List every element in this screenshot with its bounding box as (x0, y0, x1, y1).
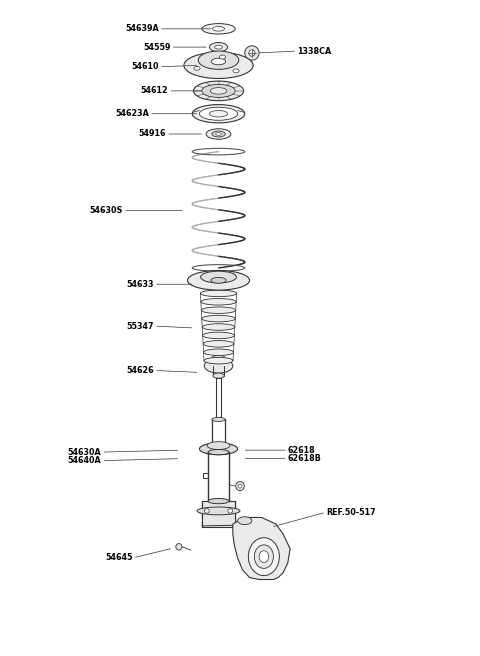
Text: 62618B: 62618B (288, 454, 322, 463)
Ellipse shape (204, 508, 209, 513)
Ellipse shape (201, 298, 236, 305)
Ellipse shape (259, 551, 269, 562)
Ellipse shape (197, 507, 240, 515)
Ellipse shape (208, 449, 229, 455)
Text: 54630S: 54630S (90, 206, 123, 215)
Text: 62618: 62618 (288, 445, 315, 455)
Ellipse shape (212, 356, 225, 361)
Ellipse shape (212, 417, 225, 421)
Text: 55347: 55347 (127, 321, 154, 331)
Text: 54645: 54645 (105, 554, 132, 562)
Text: 54916: 54916 (139, 129, 166, 138)
Ellipse shape (202, 24, 235, 34)
Ellipse shape (204, 358, 233, 364)
Ellipse shape (236, 482, 244, 491)
Text: 54633: 54633 (127, 279, 154, 289)
Ellipse shape (200, 290, 237, 297)
Ellipse shape (211, 58, 226, 65)
Text: 54640A: 54640A (68, 456, 102, 465)
Ellipse shape (201, 271, 237, 283)
Ellipse shape (198, 51, 239, 70)
Text: 54559: 54559 (144, 43, 171, 52)
Ellipse shape (201, 307, 236, 314)
Ellipse shape (249, 50, 255, 56)
Ellipse shape (194, 66, 200, 70)
Ellipse shape (184, 52, 253, 79)
Ellipse shape (238, 484, 242, 488)
Text: 54623A: 54623A (116, 110, 149, 118)
Ellipse shape (210, 88, 227, 94)
Ellipse shape (192, 104, 245, 123)
Polygon shape (202, 501, 235, 527)
Ellipse shape (176, 544, 182, 550)
Ellipse shape (245, 46, 259, 60)
Ellipse shape (204, 359, 233, 373)
Ellipse shape (202, 316, 235, 322)
Ellipse shape (213, 26, 225, 31)
Ellipse shape (238, 517, 252, 525)
Ellipse shape (213, 373, 224, 379)
Ellipse shape (216, 133, 221, 135)
Text: 54639A: 54639A (125, 24, 159, 33)
Text: 1338CA: 1338CA (297, 47, 332, 56)
Ellipse shape (209, 110, 228, 117)
Ellipse shape (207, 441, 230, 449)
Ellipse shape (199, 107, 238, 120)
Text: 54612: 54612 (141, 87, 168, 95)
Polygon shape (233, 518, 290, 579)
Ellipse shape (202, 324, 235, 330)
Ellipse shape (208, 499, 229, 504)
Ellipse shape (203, 332, 234, 338)
Ellipse shape (215, 45, 222, 49)
Ellipse shape (203, 340, 234, 347)
Ellipse shape (212, 131, 225, 137)
Ellipse shape (202, 85, 235, 97)
Text: 54630A: 54630A (68, 447, 102, 457)
Ellipse shape (206, 129, 231, 139)
Text: 54626: 54626 (126, 366, 154, 375)
Ellipse shape (254, 545, 274, 568)
Ellipse shape (219, 55, 226, 59)
Ellipse shape (233, 69, 239, 73)
Ellipse shape (199, 443, 238, 455)
Text: REF.50-517: REF.50-517 (326, 508, 375, 517)
Ellipse shape (209, 43, 228, 52)
Ellipse shape (211, 277, 226, 283)
Ellipse shape (204, 349, 233, 356)
Ellipse shape (228, 508, 233, 513)
Ellipse shape (248, 538, 279, 575)
Text: 54610: 54610 (132, 62, 159, 72)
Ellipse shape (193, 81, 243, 100)
Ellipse shape (188, 270, 250, 290)
